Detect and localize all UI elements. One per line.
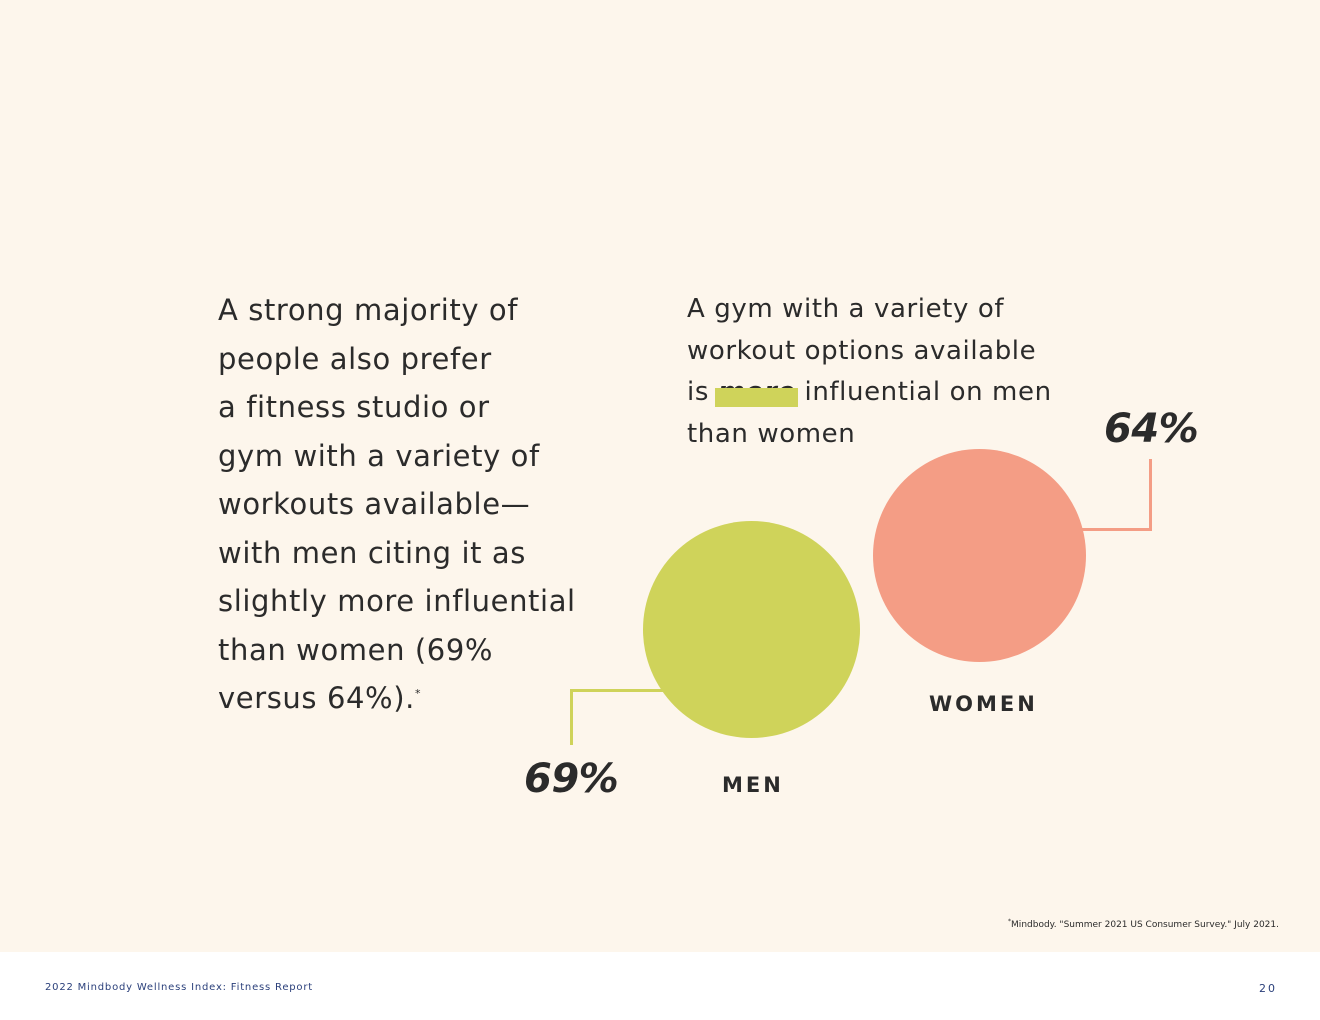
body-line-text: versus 64%). — [218, 681, 415, 715]
chart-title-line: workout options available — [687, 335, 1037, 366]
men-leader-line — [570, 689, 663, 692]
women-category-label: WOMEN — [929, 692, 1038, 716]
citation-text: Mindbody. "Summer 2021 US Consumer Surve… — [1011, 920, 1279, 930]
women-bubble — [873, 449, 1086, 662]
citation-marker: * — [1008, 918, 1012, 925]
chart-title-line: than women — [687, 418, 856, 449]
body-line-last: versus 64%).* — [218, 674, 598, 723]
report-page: A strong majority of people also prefer … — [0, 0, 1320, 952]
body-line: with men citing it as — [218, 535, 526, 570]
men-leader-line — [570, 689, 573, 745]
chart-title-line: A gym with a variety of — [687, 294, 1005, 324]
women-leader-line — [1149, 459, 1152, 531]
body-line: slightly more influential — [218, 584, 576, 618]
body-paragraph: A strong majority of people also prefer … — [218, 286, 598, 723]
citation: *Mindbody. "Summer 2021 US Consumer Surv… — [1008, 918, 1279, 930]
women-leader-line — [1080, 528, 1152, 531]
body-line: a fitness studio or — [218, 390, 490, 424]
footnote-marker: * — [414, 687, 422, 700]
chart-title-prefix: is — [687, 377, 718, 407]
body-line: people also prefer — [218, 341, 492, 376]
chart-title: A gym with a variety of workout options … — [687, 289, 1087, 455]
chart-title-suffix: influential on men — [795, 377, 1052, 407]
footer-report-title: 2022 Mindbody Wellness Index: Fitness Re… — [45, 982, 313, 993]
men-value-label: 69% — [524, 756, 619, 802]
body-line: than women (69% — [218, 632, 494, 667]
body-line: gym with a variety of — [218, 438, 540, 473]
women-value-label: 64% — [1104, 406, 1199, 452]
men-bubble — [643, 521, 860, 738]
page-number: 20 — [1259, 982, 1277, 995]
highlight-bar — [714, 388, 798, 407]
chart-title-line: is more influential on men — [687, 372, 1087, 414]
body-line: A strong majority of — [218, 293, 519, 327]
men-category-label: MEN — [722, 773, 784, 797]
body-line: workouts available— — [218, 487, 531, 521]
highlighted-word: more — [714, 372, 798, 414]
